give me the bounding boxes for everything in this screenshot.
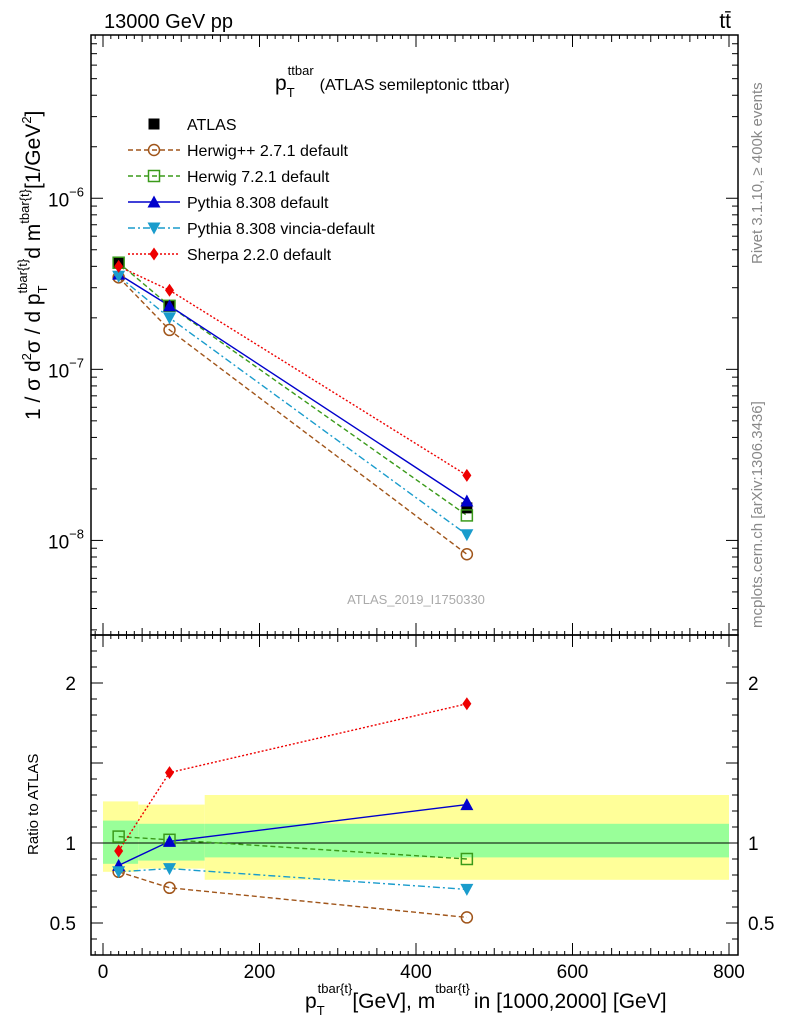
process-label: tt̄ (719, 10, 731, 33)
legend-label-vincia: Pythia 8.308 vincia-default (187, 221, 375, 238)
data-point-sherpa (462, 468, 472, 482)
axes-frames (90, 34, 739, 956)
analysis-watermark: ATLAS_2019_I1750330 (347, 592, 485, 607)
ratio-point-herwig7 (460, 852, 474, 866)
ratio-line-herwigpp (118, 871, 467, 919)
legend-label-pythia: Pythia 8.308 default (187, 195, 329, 212)
ratio-uncertainty-bands (91, 795, 738, 880)
ratio-point-vincia (112, 866, 126, 879)
ratio-band-inner-2 (204, 823, 730, 858)
ratio-tick-label-right: 1 (748, 834, 759, 855)
x-tick-label: 600 (557, 962, 589, 983)
data-point-vincia (460, 529, 474, 542)
legend-marker-sherpa (149, 247, 159, 261)
ratio-point-sherpa (462, 697, 472, 711)
mcplots-label: mcplots.cern.ch [arXiv:1306.3436] (749, 401, 766, 628)
data-point-herwigpp (460, 548, 474, 561)
ratio-point-herwigpp (163, 881, 176, 895)
data-point-sherpa (165, 283, 175, 297)
data-point-herwigpp (163, 323, 176, 337)
ratio-point-pythia (460, 798, 474, 811)
legend: ATLAS Herwig++ 2.7.1 default Herwig 7.2.1 … (128, 117, 375, 264)
tick-labels: 0 200 400 600 800 10−8 10−7 10−6 0.5 0.5 1 1 2 2 (48, 184, 774, 983)
legend-label-herwig7: Herwig 7.2.1 default (187, 169, 330, 186)
legend-marker-pythia (147, 195, 161, 208)
legend-marker-herwig7 (147, 169, 161, 183)
ratio-tick-label-right: 0.5 (748, 914, 774, 935)
y-axis-label: 1 / σ d2σ / d pTtbar{t}d mtbar{t}[1/GeV2… (15, 111, 50, 420)
legend-label-sherpa: Sherpa 2.2.0 default (187, 247, 332, 264)
legend-label-herwigpp: Herwig++ 2.7.1 default (187, 143, 349, 160)
series-line-herwigpp (118, 276, 468, 555)
data-point-vincia (112, 270, 126, 283)
rivet-label: Rivet 3.1.10, ≥ 400k events (749, 82, 766, 264)
ratio-point-sherpa (165, 766, 175, 780)
legend-marker-herwigpp (147, 143, 161, 157)
y-tick-label: 10−7 (48, 355, 84, 382)
x-tick-label: 400 (400, 962, 432, 983)
ratio-tick-label-left: 0.5 (50, 914, 76, 935)
data-point-herwig7 (460, 509, 474, 522)
ratio-point-vincia (163, 863, 177, 876)
data-point-atlas (461, 502, 473, 514)
x-axis-label: pTtbar{t}[GeV], mtbar{t}in [1000,2000] [… (305, 981, 667, 1018)
legend-marker-vincia (147, 222, 161, 235)
x-tick-label: 200 (244, 962, 276, 983)
data-point-pythia (163, 299, 177, 312)
ratio-tick-label-left: 2 (65, 674, 76, 695)
x-tick-label: 800 (713, 962, 745, 983)
ratio-panel-markers (112, 697, 474, 924)
ratio-point-sherpa (114, 844, 124, 858)
ratio-point-vincia (460, 883, 474, 896)
ratio-point-herwigpp (460, 911, 474, 924)
y-tick-label: 10−6 (48, 184, 84, 211)
legend-marker-atlas (148, 118, 160, 130)
y-tick-label: 10−8 (48, 526, 84, 553)
ratio-tick-label-right: 2 (748, 674, 759, 695)
data-point-pythia (460, 494, 474, 507)
data-point-sherpa (114, 259, 124, 273)
plot-title: pTttbar(ATLAS semileptonic ttbar) (275, 63, 510, 100)
ratio-tick-label-left: 1 (65, 834, 76, 855)
legend-label-atlas: ATLAS (187, 117, 237, 134)
ratio-point-herwig7 (112, 830, 125, 843)
main-panel-markers (112, 256, 474, 561)
ratio-y-axis-label: Ratio to ATLAS (25, 754, 42, 855)
ratio-point-pythia (163, 834, 177, 847)
x-tick-label: 0 (98, 962, 109, 983)
data-point-vincia (163, 312, 177, 325)
energy-label: 13000 GeV pp (104, 11, 233, 33)
series-line-sherpa (118, 265, 468, 476)
